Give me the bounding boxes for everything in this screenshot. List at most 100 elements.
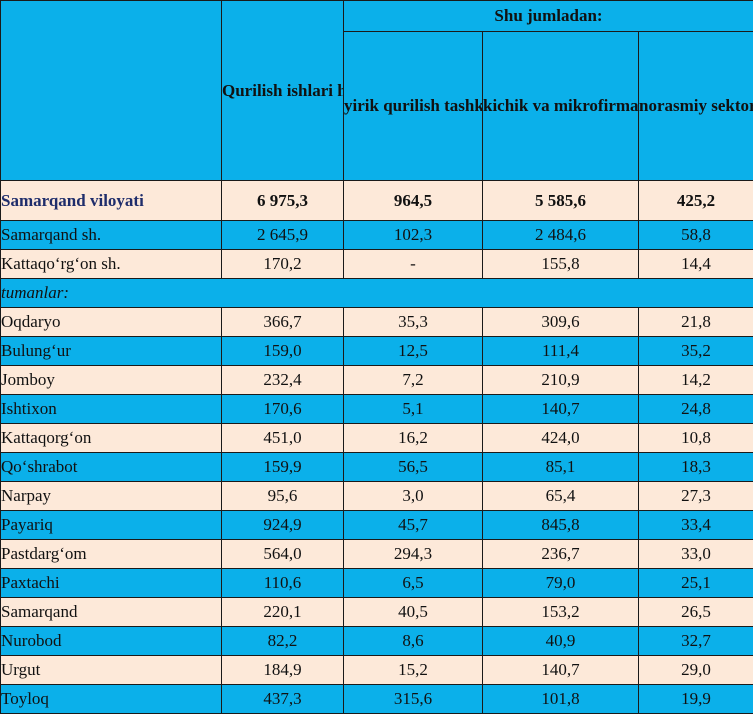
districts-label: tumanlar: bbox=[0, 278, 753, 308]
header-including: Shu jumladan: bbox=[342, 0, 753, 32]
header-large-organizations: yirik qurilish tashkilotlari bbox=[343, 31, 483, 181]
cell-informal: 425,2 bbox=[637, 180, 753, 221]
cell-volume: 2 645,9 bbox=[221, 220, 344, 250]
district-name: Toyloq bbox=[0, 684, 222, 714]
table-row: Qo‘shrabot 159,9 56,5 85,1 18,3 bbox=[0, 452, 753, 482]
region-name: Samarqand viloyati bbox=[0, 180, 222, 221]
table-row: Samarqand 220,1 40,5 153,2 26,5 bbox=[0, 597, 753, 627]
cell-volume: 170,2 bbox=[221, 249, 344, 279]
table-row: Bulung‘ur 159,0 12,5 111,4 35,2 bbox=[0, 336, 753, 366]
cell-large: 45,7 bbox=[343, 510, 483, 540]
cell-large: 16,2 bbox=[343, 423, 483, 453]
table-row: Toyloq 437,3 315,6 101,8 19,9 bbox=[0, 684, 753, 714]
cell-large: 964,5 bbox=[343, 180, 483, 221]
table-row: Narpay 95,6 3,0 65,4 27,3 bbox=[0, 481, 753, 511]
header-informal-sector: norasmiy sektor bbox=[637, 31, 753, 181]
cell-volume: 110,6 bbox=[221, 568, 344, 598]
district-name: Narpay bbox=[0, 481, 222, 511]
cell-large: 12,5 bbox=[343, 336, 483, 366]
cell-volume: 366,7 bbox=[221, 307, 344, 337]
cell-large: 56,5 bbox=[343, 452, 483, 482]
cell-volume: 6 975,3 bbox=[221, 180, 344, 221]
cell-small: 210,9 bbox=[482, 365, 639, 395]
cell-informal: 24,8 bbox=[637, 394, 753, 424]
cell-volume: 564,0 bbox=[221, 539, 344, 569]
table-row: Urgut 184,9 15,2 140,7 29,0 bbox=[0, 655, 753, 685]
cell-large: - bbox=[343, 249, 483, 279]
districts-subheader-row: tumanlar: bbox=[0, 278, 753, 308]
cell-informal: 18,3 bbox=[637, 452, 753, 482]
table-row: Kattaqorg‘on 451,0 16,2 424,0 10,8 bbox=[0, 423, 753, 453]
cell-small: 111,4 bbox=[482, 336, 639, 366]
cell-small: 424,0 bbox=[482, 423, 639, 453]
cell-volume: 159,9 bbox=[221, 452, 344, 482]
cell-informal: 19,9 bbox=[637, 684, 753, 714]
cell-small: 85,1 bbox=[482, 452, 639, 482]
table-row: Jomboy 232,4 7,2 210,9 14,2 bbox=[0, 365, 753, 395]
cell-small: 155,8 bbox=[482, 249, 639, 279]
district-name: Jomboy bbox=[0, 365, 222, 395]
summary-row: Samarqand viloyati 6 975,3 964,5 5 585,6… bbox=[0, 180, 753, 221]
table-row: Kattaqo‘rg‘on sh. 170,2 - 155,8 14,4 bbox=[0, 249, 753, 279]
cell-large: 315,6 bbox=[343, 684, 483, 714]
cell-volume: 82,2 bbox=[221, 626, 344, 656]
header-small-microfirms: kichik va mikrofirmalar bbox=[482, 31, 639, 181]
table-row: Oqdaryo 366,7 35,3 309,6 21,8 bbox=[0, 307, 753, 337]
cell-large: 7,2 bbox=[343, 365, 483, 395]
cell-volume: 220,1 bbox=[221, 597, 344, 627]
cell-volume: 95,6 bbox=[221, 481, 344, 511]
district-name: Urgut bbox=[0, 655, 222, 685]
cell-small: 40,9 bbox=[482, 626, 639, 656]
city-name: Kattaqo‘rg‘on sh. bbox=[0, 249, 222, 279]
cell-informal: 27,3 bbox=[637, 481, 753, 511]
cell-informal: 58,8 bbox=[637, 220, 753, 250]
cell-large: 15,2 bbox=[343, 655, 483, 685]
cell-volume: 159,0 bbox=[221, 336, 344, 366]
city-name: Samarqand sh. bbox=[0, 220, 222, 250]
cell-informal: 21,8 bbox=[637, 307, 753, 337]
cell-small: 153,2 bbox=[482, 597, 639, 627]
table-row: Pastdarg‘om 564,0 294,3 236,7 33,0 bbox=[0, 539, 753, 569]
cell-large: 5,1 bbox=[343, 394, 483, 424]
table-row: Paxtachi 110,6 6,5 79,0 25,1 bbox=[0, 568, 753, 598]
cell-informal: 33,4 bbox=[637, 510, 753, 540]
cell-volume: 451,0 bbox=[221, 423, 344, 453]
cell-small: 5 585,6 bbox=[482, 180, 639, 221]
cell-informal: 14,2 bbox=[637, 365, 753, 395]
district-name: Ishtixon bbox=[0, 394, 222, 424]
cell-small: 236,7 bbox=[482, 539, 639, 569]
cell-informal: 33,0 bbox=[637, 539, 753, 569]
cell-volume: 184,9 bbox=[221, 655, 344, 685]
table-row: Samarqand sh. 2 645,9 102,3 2 484,6 58,8 bbox=[0, 220, 753, 250]
district-name: Oqdaryo bbox=[0, 307, 222, 337]
cell-informal: 26,5 bbox=[637, 597, 753, 627]
cell-small: 79,0 bbox=[482, 568, 639, 598]
district-name: Paxtachi bbox=[0, 568, 222, 598]
cell-large: 8,6 bbox=[343, 626, 483, 656]
district-name: Nurobod bbox=[0, 626, 222, 656]
cell-small: 140,7 bbox=[482, 394, 639, 424]
cell-large: 102,3 bbox=[343, 220, 483, 250]
cell-large: 40,5 bbox=[343, 597, 483, 627]
district-name: Qo‘shrabot bbox=[0, 452, 222, 482]
cell-volume: 924,9 bbox=[221, 510, 344, 540]
table-row: Ishtixon 170,6 5,1 140,7 24,8 bbox=[0, 394, 753, 424]
cell-informal: 29,0 bbox=[637, 655, 753, 685]
cell-informal: 10,8 bbox=[637, 423, 753, 453]
header-construction-volume: Qurilish ishlari hajmi, mlrd so‘m bbox=[221, 0, 344, 181]
district-name: Samarqand bbox=[0, 597, 222, 627]
header-region-blank bbox=[0, 0, 222, 181]
district-name: Bulung‘ur bbox=[0, 336, 222, 366]
cell-small: 140,7 bbox=[482, 655, 639, 685]
cell-large: 3,0 bbox=[343, 481, 483, 511]
cell-volume: 232,4 bbox=[221, 365, 344, 395]
district-name: Payariq bbox=[0, 510, 222, 540]
district-name: Kattaqorg‘on bbox=[0, 423, 222, 453]
cell-informal: 35,2 bbox=[637, 336, 753, 366]
table-row: Payariq 924,9 45,7 845,8 33,4 bbox=[0, 510, 753, 540]
cell-small: 309,6 bbox=[482, 307, 639, 337]
cell-large: 6,5 bbox=[343, 568, 483, 598]
cell-informal: 25,1 bbox=[637, 568, 753, 598]
district-name: Pastdarg‘om bbox=[0, 539, 222, 569]
